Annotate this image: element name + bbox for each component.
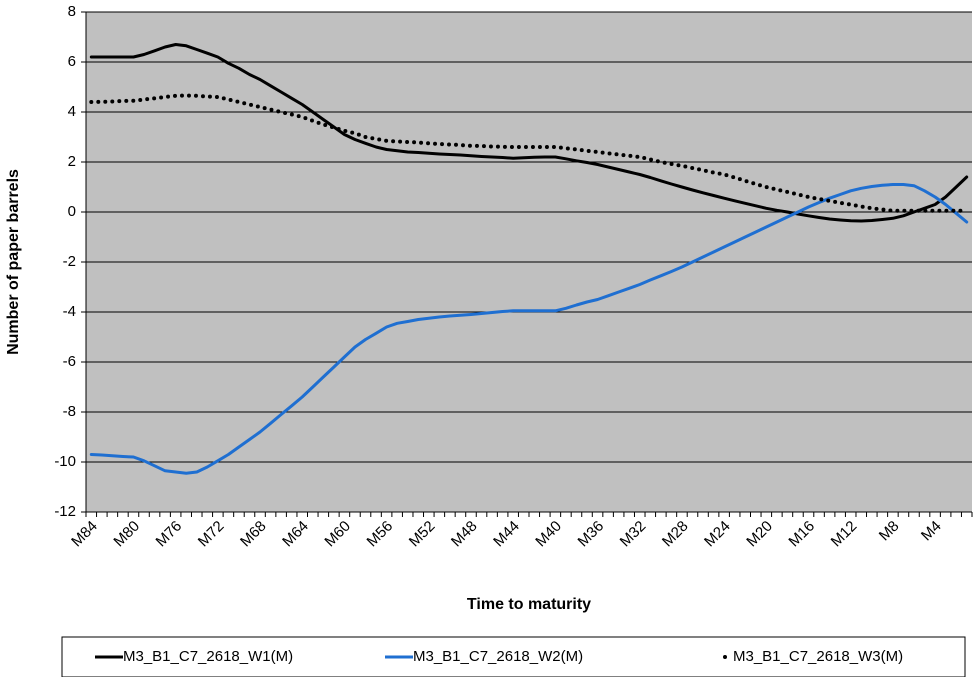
x-tick-label: M72 [195,518,228,551]
x-tick-label: M4 [918,518,945,545]
x-tick-label: M40 [532,518,565,551]
y-tick-label: 2 [68,153,76,170]
x-tick-label: M60 [321,518,354,551]
x-tick-label: M84 [68,518,101,551]
series-line [89,183,969,475]
x-tick-label: M16 [785,518,818,551]
y-tick-label: 8 [68,3,76,20]
y-tick-label: 4 [68,103,76,120]
x-tick-label: M24 [701,518,734,551]
x-tick-label: M32 [617,518,650,551]
y-tick-label: 0 [68,203,76,220]
series-line [89,93,969,213]
legend-box [61,636,966,677]
legend-label: M3_B1_C7_2618_W2(M) [413,648,583,665]
x-tick-label: M80 [110,518,143,551]
x-tick-label: M48 [448,518,481,551]
y-tick-label: -8 [63,403,76,420]
x-tick-label: M8 [876,518,903,545]
x-tick-label: M56 [364,518,397,551]
y-tick-label: 6 [68,53,76,70]
y-tick-label: -2 [63,253,76,270]
x-tick-label: M12 [828,518,861,551]
x-tick-label: M68 [237,518,270,551]
x-tick-label: M76 [153,518,186,551]
x-tick-label: M52 [406,518,439,551]
legend-label: M3_B1_C7_2618_W1(M) [123,648,293,665]
legend-label: M3_B1_C7_2618_W3(M) [733,648,903,665]
y-tick-label: -10 [54,453,76,470]
x-tick-label: M64 [279,518,312,551]
y-tick-label: -4 [63,303,76,320]
y-tick-label: -6 [63,353,76,370]
x-tick-label: M36 [575,518,608,551]
y-tick-label: -12 [54,503,76,520]
legend-marker [723,655,727,659]
y-axis-title: Number of paper barrels [5,169,22,355]
series-line [89,43,969,223]
x-tick-label: M28 [659,518,692,551]
x-tick-label: M20 [743,518,776,551]
x-tick-label: M44 [490,518,523,551]
x-axis-title: Time to maturity [467,596,591,613]
